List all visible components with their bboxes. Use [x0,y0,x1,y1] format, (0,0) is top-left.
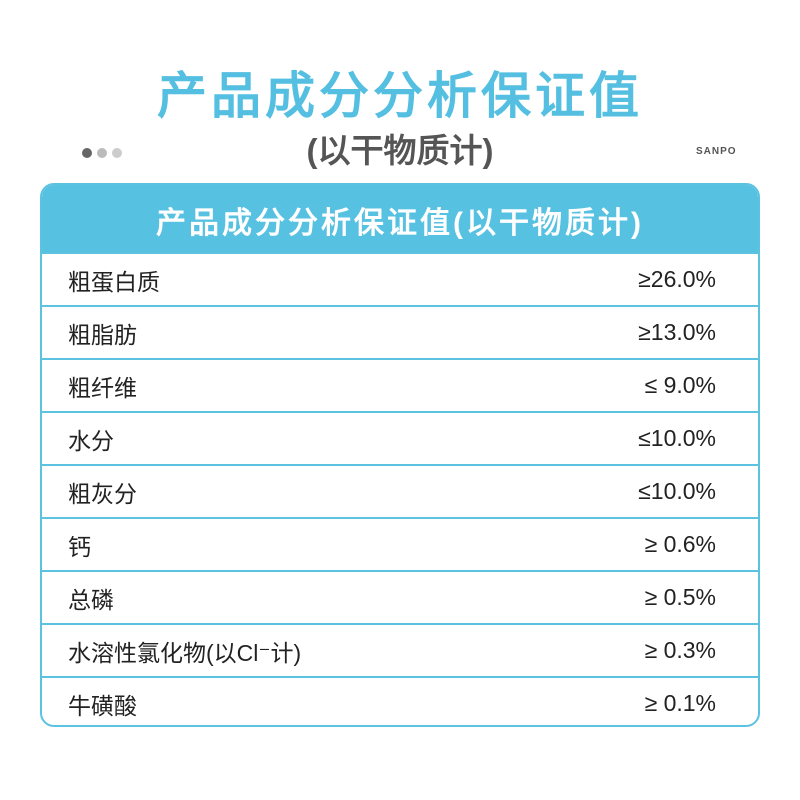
table-row: 粗灰分 ≤10.0% [42,466,758,519]
nutrient-value: ≥ 0.5% [644,584,716,610]
nutrient-name: 粗灰分 [68,480,137,507]
nutrient-value: ≥ 0.1% [644,690,716,716]
nutrient-value: ≤10.0% [638,425,716,451]
table-row: 粗纤维 ≤ 9.0% [42,360,758,413]
carousel-dots [82,148,122,158]
nutrient-value: ≤10.0% [638,478,716,504]
nutrient-name: 水溶性氯化物(以Cl⁻计) [68,639,302,666]
page-subtitle: (以干物质计) [306,132,494,169]
table-row: 钙 ≥ 0.6% [42,519,758,572]
nutrient-name: 总磷 [68,586,114,613]
nutrient-value: ≤ 9.0% [644,372,716,398]
table-row: 粗蛋白质 ≥26.0% [42,254,758,307]
carousel-dot[interactable] [97,148,107,158]
table-heading: 产品成分分析保证值(以干物质计) [42,185,758,254]
carousel-dot[interactable] [82,148,92,158]
nutrient-name: 粗纤维 [68,374,137,401]
table-row: 牛磺酸 ≥ 0.1% [42,678,758,725]
nutrient-value: ≥ 0.6% [644,531,716,557]
nutrient-name: 牛磺酸 [68,692,137,719]
nutrient-name: 粗蛋白质 [68,268,160,295]
nutrient-name: 钙 [68,533,91,560]
nutrient-value: ≥26.0% [638,266,716,292]
nutrient-name: 水分 [68,427,114,454]
table-row: 水溶性氯化物(以Cl⁻计) ≥ 0.3% [42,625,758,678]
table-row: 总磷 ≥ 0.5% [42,572,758,625]
nutrient-value: ≥13.0% [638,319,716,345]
table-row: 水分 ≤10.0% [42,413,758,466]
table-row: 粗脂肪 ≥13.0% [42,307,758,360]
nutrition-table: 产品成分分析保证值(以干物质计) 粗蛋白质 ≥26.0% 粗脂肪 ≥13.0% 粗纤维 ≤… [40,183,760,727]
page-title: 产品成分分析保证值 [157,68,643,124]
carousel-dot[interactable] [112,148,122,158]
brand-logo: SANPO [696,146,737,157]
nutrient-value: ≥ 0.3% [644,637,716,663]
nutrient-name: 粗脂肪 [68,321,137,348]
